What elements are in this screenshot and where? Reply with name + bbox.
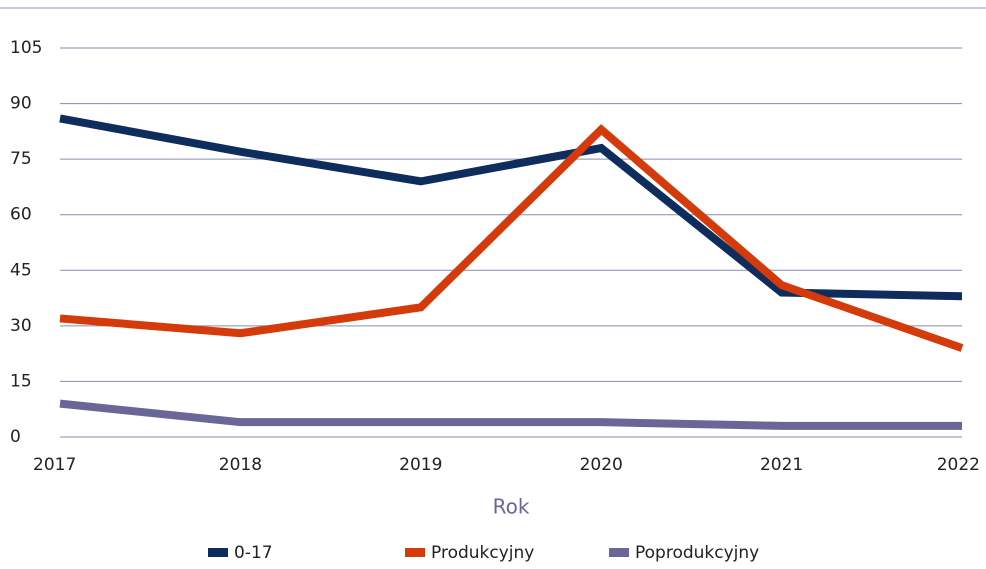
y-tick-label: 75: [10, 149, 32, 169]
series-line: [59, 399, 962, 430]
x-axis-label: Rok: [493, 495, 530, 519]
y-tick-label: 105: [10, 38, 42, 58]
x-tick-label: 2021: [760, 455, 803, 475]
legend-label: Poprodukcyjny: [635, 543, 759, 563]
y-tick-label: 30: [10, 316, 32, 336]
x-tick-label: 2018: [219, 455, 262, 475]
x-tick-label: 2020: [580, 455, 623, 475]
y-tick-label: 90: [10, 94, 32, 114]
y-tick-label: 45: [10, 260, 32, 280]
y-tick-label: 0: [10, 427, 21, 447]
x-tick-label: 2017: [33, 455, 76, 475]
legend-label: 0-17: [234, 543, 273, 563]
y-tick-label: 15: [10, 371, 32, 391]
y-tick-label: 60: [10, 205, 32, 225]
legend-label: Produkcyjny: [431, 543, 534, 563]
legend-swatch: [208, 548, 228, 557]
legend-swatch: [609, 548, 629, 557]
series-line: [59, 124, 964, 352]
x-tick-label: 2019: [399, 455, 442, 475]
legend-swatch: [405, 548, 425, 557]
series-line: [59, 114, 963, 301]
x-tick-label: 2022: [937, 455, 980, 475]
